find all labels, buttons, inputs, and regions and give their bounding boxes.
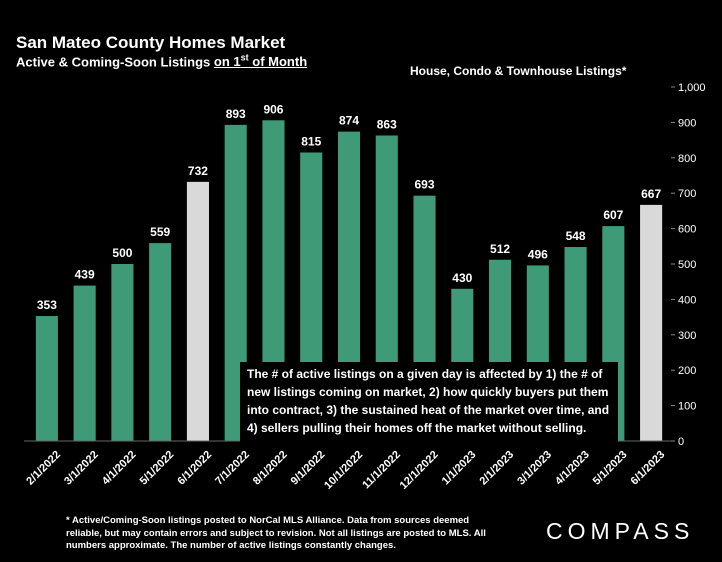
value-label: 815	[301, 134, 321, 148]
subtitle-suffix: of Month	[248, 54, 308, 70]
value-label: 893	[226, 107, 246, 121]
y-tick-label: 500	[678, 259, 696, 271]
value-label: 874	[339, 114, 359, 128]
value-label: 906	[263, 102, 283, 116]
y-tick-label: 900	[678, 117, 696, 129]
bar-2-1-2022	[35, 316, 58, 441]
value-labels-group: 353 439 500 559 732 893 906 815 874 863 693 430 512 4…	[37, 102, 662, 312]
x-tick-label: 6/1/2023	[629, 449, 668, 488]
bar-5-1-2022	[149, 243, 172, 441]
value-label: 430	[452, 271, 472, 285]
x-tick-label: 5/1/2022	[138, 449, 177, 488]
subtitle-sup: st	[240, 53, 249, 63]
x-tick-label: 12/1/2022	[398, 449, 441, 492]
value-label: 500	[112, 246, 132, 260]
value-label: 512	[490, 242, 510, 256]
value-label: 607	[603, 208, 623, 222]
bar-7-1-2022	[224, 124, 247, 441]
x-tick-label: 3/1/2023	[515, 449, 554, 488]
bar-3-1-2022	[73, 285, 96, 441]
x-tick-label: 5/1/2023	[591, 449, 630, 488]
chart-subtitle: Active & Coming-Soon Listings on 1st of …	[16, 53, 307, 69]
y-tick-label: 300	[678, 330, 696, 342]
value-label: 732	[188, 164, 208, 178]
annotation-box: The # of active listings on a given day …	[240, 362, 618, 442]
y-tick-label: 600	[678, 224, 696, 236]
compass-logo: COMPASS	[546, 518, 695, 544]
bar-4-1-2022	[111, 264, 134, 441]
y-tick-label: 1,000	[678, 82, 706, 94]
x-tick-label: 11/1/2022	[360, 449, 403, 492]
y-tick-label: 800	[678, 153, 696, 165]
bar-8-1-2022	[262, 120, 285, 441]
subtitle-underlined-text: on 1	[213, 54, 241, 70]
value-label: 559	[150, 225, 170, 239]
value-label: 353	[37, 298, 57, 312]
value-label: 548	[566, 229, 586, 243]
y-tick-label: 0	[678, 436, 684, 448]
series-label: House, Condo & Townhouse Listings*	[410, 64, 627, 78]
x-tick-label: 9/1/2022	[289, 449, 328, 488]
chart-title: San Mateo County Homes Market	[16, 33, 286, 52]
x-tick-label: 2/1/2023	[478, 449, 517, 488]
x-tick-label: 10/1/2022	[322, 449, 365, 492]
x-tick-label: 2/1/2022	[24, 449, 63, 488]
y-tick-label: 100	[678, 401, 696, 413]
value-label: 667	[641, 187, 661, 201]
x-tick-label: 4/1/2023	[553, 449, 592, 488]
x-tick-label: 4/1/2022	[100, 449, 139, 488]
subtitle-underlined: on 1st of Month	[213, 53, 308, 70]
value-label: 439	[75, 268, 95, 282]
bar-6-1-2022	[186, 181, 209, 441]
y-tick-label: 400	[678, 294, 696, 306]
value-label: 496	[528, 247, 548, 261]
y-tick-label: 200	[678, 365, 696, 377]
x-tick-label: 7/1/2022	[213, 449, 252, 488]
y-tick-label: 700	[678, 188, 696, 200]
bar-6-1-2023	[640, 204, 663, 441]
x-tick-label: 6/1/2022	[175, 449, 214, 488]
x-tick-label: 1/1/2023	[440, 449, 479, 488]
subtitle-prefix: Active & Coming-Soon Listings	[16, 54, 214, 70]
value-label: 863	[377, 118, 397, 132]
value-label: 693	[415, 178, 435, 192]
x-tick-label: 3/1/2022	[62, 449, 101, 488]
x-tick-label: 8/1/2022	[251, 449, 290, 488]
footnote: * Active/Coming-Soon listings posted to …	[66, 515, 486, 551]
